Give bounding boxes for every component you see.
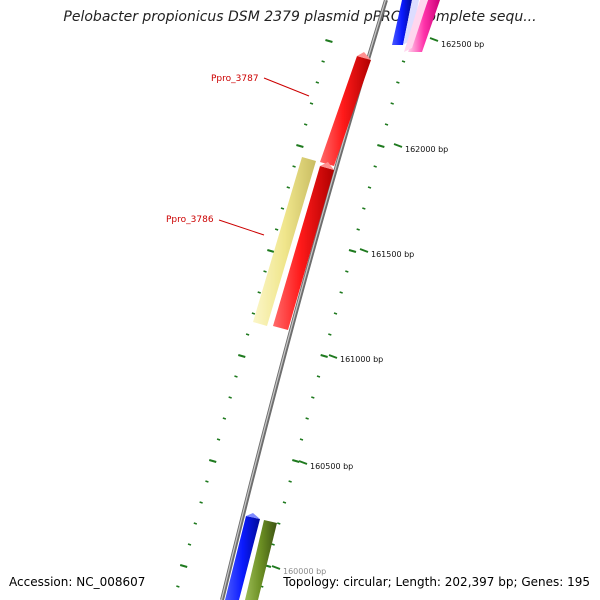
tick-major — [267, 249, 275, 253]
scale-label: 161000 bp — [340, 355, 383, 364]
scale-label: 160500 bp — [310, 462, 353, 471]
tick-minor — [271, 543, 275, 546]
leader-line-ppro-3786 — [218, 219, 265, 236]
tick-minor — [274, 228, 279, 231]
tick-major — [348, 249, 357, 253]
tick-major — [292, 459, 300, 463]
tick-marks-inner — [260, 39, 413, 588]
tick-minor — [315, 81, 320, 84]
tick-major — [179, 564, 188, 568]
scale-160000: 160000 bp — [271, 565, 326, 576]
tick-minor — [362, 207, 366, 210]
tick-minor — [216, 438, 221, 441]
scale-162500: 162500 bp — [429, 37, 484, 49]
scale-label: 162000 bp — [405, 145, 448, 154]
tick-minor — [176, 585, 180, 588]
tick-minor — [234, 375, 238, 378]
scale-label: 162500 bp — [441, 40, 484, 49]
tick-minor — [328, 333, 332, 336]
tick-minor — [277, 522, 281, 525]
tick-minor — [286, 186, 291, 189]
leader-line-ppro-3787 — [263, 77, 310, 97]
gene-blue-bottom — [225, 513, 260, 600]
gene-yellow — [253, 157, 316, 326]
tick-minor — [401, 60, 406, 63]
tick-minor — [384, 123, 389, 126]
gene-label-ppro-3786[interactable]: Ppro_3786 — [166, 215, 214, 225]
backbone — [220, 0, 388, 600]
tick-minor — [257, 291, 261, 294]
tick-minor — [280, 207, 285, 210]
tick-marks-outer — [176, 39, 333, 588]
scale-161500: 161500 bp — [359, 248, 414, 259]
tick-minor — [390, 102, 394, 105]
gene-ppro-3787 — [320, 52, 371, 166]
tick-minor — [299, 438, 304, 441]
tick-minor — [205, 480, 209, 483]
scale-label: 161500 bp — [371, 250, 414, 259]
gene-magenta-top — [404, 0, 440, 52]
tick-minor — [245, 333, 250, 336]
tick-major — [296, 144, 304, 148]
tick-minor — [305, 417, 309, 420]
tick-minor — [199, 501, 203, 504]
tick-minor — [228, 396, 232, 399]
tick-minor — [339, 291, 343, 294]
tick-minor — [311, 396, 315, 399]
tick-minor — [187, 543, 192, 546]
tick-minor — [309, 102, 314, 105]
gene-blue-top — [392, 0, 419, 45]
tick-major — [325, 39, 333, 43]
tick-minor — [288, 480, 292, 483]
accession-text: Accession: NC_008607 — [9, 575, 146, 589]
tick-minor — [251, 312, 256, 315]
scale-161000: 161000 bp — [328, 354, 383, 364]
tick-minor — [373, 165, 377, 168]
tick-minor — [263, 270, 267, 273]
tick-major — [377, 144, 385, 148]
tick-minor — [345, 270, 349, 273]
scale-160500: 160500 bp — [298, 460, 353, 471]
tick-minor — [282, 501, 287, 504]
gene-ppro-3786 — [273, 162, 334, 330]
tick-minor — [367, 186, 372, 189]
tick-minor — [333, 312, 338, 315]
topology-summary: Topology: circular; Length: 202,397 bp; … — [283, 575, 590, 589]
gene-label-ppro-3787[interactable]: Ppro_3787 — [211, 74, 259, 84]
tick-major — [238, 354, 246, 358]
tick-minor — [292, 165, 296, 168]
tick-major — [320, 354, 328, 358]
tick-minor — [316, 375, 321, 378]
tick-minor — [321, 60, 325, 63]
tick-minor — [356, 228, 360, 231]
tick-minor — [396, 81, 400, 84]
tick-major — [208, 459, 217, 463]
gene-olive-bottom — [245, 520, 277, 600]
scale-label: 160000 bp — [283, 567, 326, 576]
scale-162000: 162000 bp — [393, 143, 448, 154]
tick-minor — [222, 417, 227, 420]
tick-minor — [303, 123, 308, 126]
tick-minor — [193, 522, 198, 525]
